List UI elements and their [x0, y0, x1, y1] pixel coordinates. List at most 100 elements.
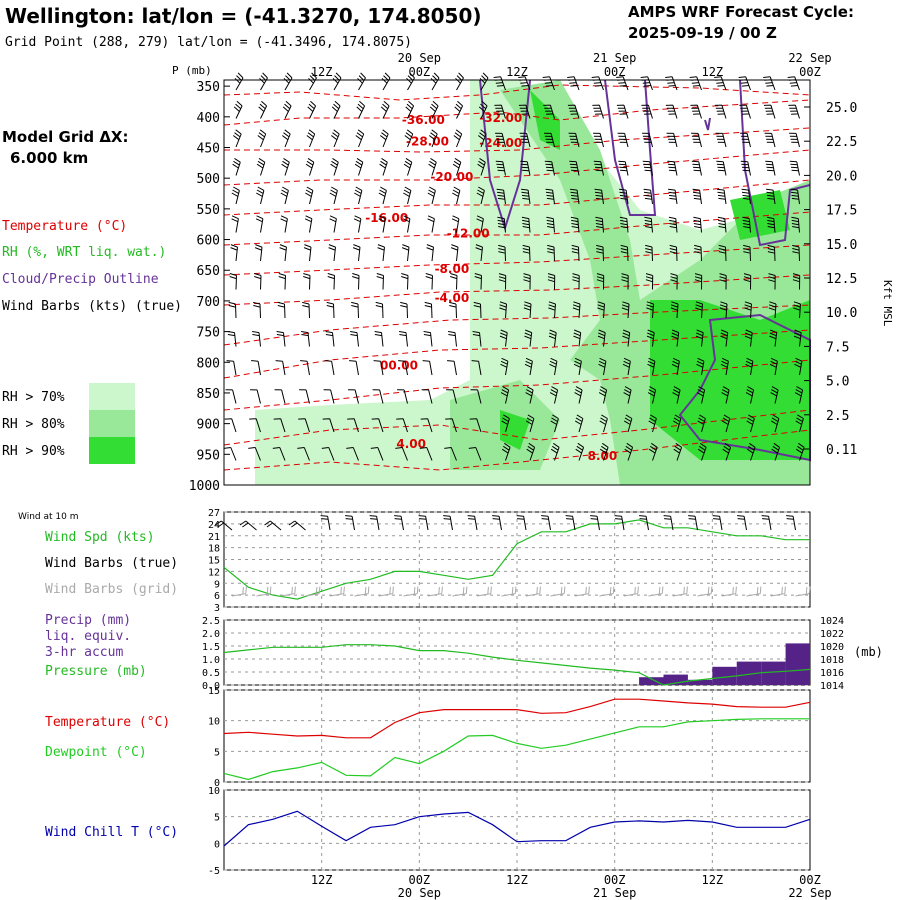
wind-barb [525, 386, 534, 404]
wind-barb [670, 273, 678, 290]
wind-barb [763, 104, 776, 119]
wind-barb [255, 215, 264, 233]
top-time-tick: 00Z [799, 65, 821, 79]
wind-barb [282, 129, 291, 148]
wind-barb [447, 360, 457, 376]
wind-barb [426, 244, 434, 262]
wind-barb [523, 301, 532, 319]
wind-barb [499, 329, 508, 347]
panel-y-tick-label: 3 [214, 603, 220, 614]
wind-barb [548, 301, 556, 319]
pressure-tick-label: 600 [197, 234, 220, 249]
wind-barb [721, 586, 737, 597]
height-tick-label: 10.0 [826, 306, 857, 321]
wind-barb [793, 301, 801, 319]
wind-barb [471, 360, 482, 376]
cloud-outline [704, 117, 711, 131]
cloud-outline [604, 79, 657, 216]
wind-barb [543, 104, 555, 119]
wind-barb [354, 186, 363, 205]
wind-barb [525, 586, 541, 597]
wind-barb [380, 100, 390, 119]
wind-barb [697, 586, 713, 597]
height-tick-label: 17.5 [826, 204, 857, 219]
temperature-contour-label: -4.00 [435, 291, 470, 305]
wind-speed-line [223, 519, 810, 600]
wind-barb [250, 389, 261, 404]
precip-label: Precip (mm) [45, 613, 131, 628]
wind-barb [226, 360, 237, 376]
panel-y2-tick-label: 1016 [820, 668, 844, 679]
wind-barb [598, 386, 608, 404]
wind-barb [621, 273, 629, 290]
wind-barb [280, 186, 289, 205]
panel-y-tick-label: 12 [208, 567, 220, 578]
wind-barb [302, 301, 310, 319]
wind-barb [281, 157, 290, 176]
wind-barb [789, 132, 800, 148]
wind-barb [425, 273, 433, 290]
wind-barb [766, 188, 776, 205]
wind-barb [737, 515, 747, 531]
temperature-contour [223, 304, 811, 346]
wind-barb [351, 301, 359, 319]
wind-barb [524, 329, 533, 347]
wind-barb [498, 273, 507, 290]
wind-barb [372, 389, 384, 404]
wind-barb [452, 586, 468, 597]
wind-barb [380, 129, 389, 148]
wind-barb [251, 360, 261, 376]
wind-barb [547, 273, 556, 290]
station-title: Wellington: lat/lon = (-41.3270, 174.805… [5, 4, 482, 28]
wind-barb [256, 586, 272, 597]
pressure-tick-label: 350 [197, 80, 220, 95]
wind-barb [375, 301, 384, 319]
wind-barb [346, 447, 359, 461]
panel-y-tick-label: 6 [214, 591, 220, 602]
wind-barb [428, 157, 437, 176]
wind-barb [795, 414, 804, 433]
bottom-date-label: 22 Sep [788, 886, 831, 900]
panel-y-tick-label: 9 [214, 579, 220, 590]
wind-barb [789, 160, 800, 176]
wind-barb [277, 301, 286, 319]
cloud-outline [678, 313, 811, 462]
wind-barb [788, 104, 800, 119]
wind-barb [398, 360, 408, 376]
wind-barb [522, 244, 531, 262]
wind-barb [770, 586, 786, 597]
height-tick-label: 7.5 [826, 340, 849, 355]
wind-barb [395, 447, 408, 461]
wind-barb [331, 129, 340, 148]
rh-shading-region [530, 90, 560, 150]
wind-barb [671, 329, 680, 347]
wind-barb [451, 215, 460, 233]
precip-accum-label: 3-hr accum [45, 645, 123, 660]
wind-barb [308, 72, 317, 91]
wind-barb [273, 418, 286, 433]
wind-barb [740, 132, 751, 148]
bottom-time-tick: 00Z [799, 873, 821, 887]
temperature-panel: 15 10 5 0 [208, 686, 811, 789]
wind-barb [320, 515, 331, 531]
wind-barb [618, 160, 629, 176]
wind-barb [497, 216, 506, 233]
wind-barb [764, 132, 776, 148]
wind-barb [545, 188, 555, 205]
wind-barb [405, 100, 415, 119]
wind-barb [357, 72, 366, 91]
wind-barb [301, 331, 310, 347]
wind-barb [790, 188, 800, 205]
wind-barb [370, 447, 384, 461]
wind-barb [767, 244, 776, 262]
panel-y-tick-label: 2.5 [202, 616, 220, 627]
wind-barb [550, 442, 560, 461]
wind-barb [673, 442, 683, 461]
wind-barb [520, 160, 531, 176]
wind-barb [593, 132, 604, 148]
wind-barb [494, 104, 506, 119]
wind-barb [303, 244, 312, 262]
wind-barb [714, 104, 727, 119]
wind-barb [795, 442, 805, 461]
